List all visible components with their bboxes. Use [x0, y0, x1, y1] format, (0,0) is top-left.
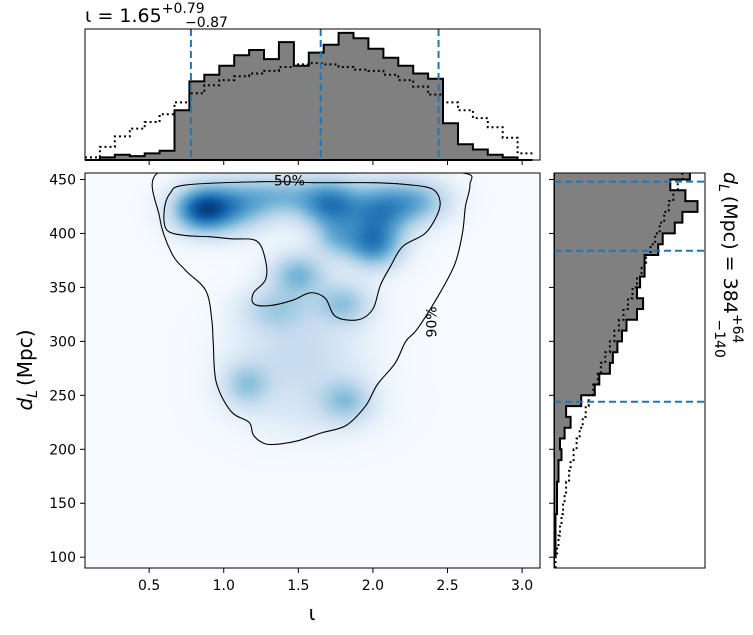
svg-text:dL(Mpc): dL(Mpc) — [13, 329, 41, 410]
right-prior-step — [554, 173, 684, 568]
top-axes-frame — [84, 28, 541, 161]
right-histogram-bars — [554, 173, 699, 568]
right-marginal-panel: dL(Mpc) = 384+64−140 — [549, 172, 745, 569]
top-histogram-bars — [85, 31, 533, 161]
y-tick-label: 300 — [49, 334, 76, 350]
x-tick-label: 1.0 — [213, 578, 235, 594]
y-axis-label: dL(Mpc) — [13, 329, 41, 410]
top-marginal-panel: ι = 1.65+0.79 −0.87 — [84, 1, 541, 165]
y-axis-ticks: 100 150 200 250 300 350 400 450 — [49, 172, 85, 566]
x-axis-ticks: 0.5 1.0 1.5 2.0 2.5 3.0 — [138, 568, 533, 594]
x-tick-label: 2.0 — [362, 578, 384, 594]
right-quantile-lines — [554, 180, 705, 403]
top-title: ι = 1.65+0.79 — [85, 1, 205, 27]
contour-line-50 — [163, 181, 441, 321]
x-tick-label: 2.5 — [436, 578, 458, 594]
top-title-sub: −0.87 — [185, 15, 228, 31]
top-prior-step — [85, 62, 533, 159]
y-tick-label: 250 — [49, 388, 76, 404]
right-y-ticks — [549, 178, 554, 558]
contour-lines — [151, 173, 473, 446]
top-histogram — [85, 31, 533, 161]
top-x-ticks — [148, 160, 523, 165]
y-tick-label: 200 — [49, 442, 76, 458]
x-tick-label: 0.5 — [138, 578, 160, 594]
joint-panel: 50% 90% 0.5 1.0 1.5 2.0 2.5 3.0 100 150 200 250 30… — [13, 172, 541, 625]
right-histogram — [554, 173, 699, 568]
joint-axes-frame — [84, 172, 541, 569]
y-tick-label: 100 — [49, 550, 76, 566]
x-tick-label: 3.0 — [511, 578, 533, 594]
right-prior-line — [554, 173, 684, 568]
top-prior-line — [85, 62, 533, 159]
x-tick-label: 1.5 — [287, 578, 309, 594]
contour-label-90: 90% — [425, 306, 441, 337]
y-tick-label: 450 — [49, 172, 76, 188]
density-heatmap — [85, 173, 540, 568]
x-axis-label: ι — [309, 601, 316, 625]
contour-labels: 50% 90% — [274, 174, 441, 338]
right-title: dL(Mpc) = 384+64−140 — [711, 172, 745, 358]
contour-line-90 — [151, 173, 473, 446]
y-tick-label: 350 — [49, 280, 76, 296]
right-axes-frame — [553, 172, 706, 569]
y-tick-label: 400 — [49, 226, 76, 242]
svg-text:dL(Mpc) = 384+64−140: dL(Mpc) = 384+64−140 — [711, 172, 745, 358]
y-tick-label: 150 — [49, 496, 76, 512]
contour-label-50: 50% — [274, 174, 305, 190]
